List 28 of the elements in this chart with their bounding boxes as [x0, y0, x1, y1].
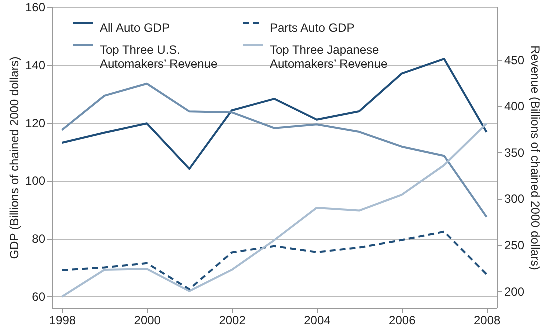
y2-tick-label: 200: [504, 284, 525, 299]
x-tick-label: 2000: [134, 314, 162, 328]
y-tick-label: 60: [32, 290, 46, 304]
legend-label: Top Three Japanese Automakers’ Revenue: [270, 43, 388, 71]
line-series: [61, 122, 488, 298]
legend-label: Parts Auto GDP: [270, 21, 355, 35]
legend-label: All Auto GDP: [100, 21, 170, 35]
x-tick-label: 2002: [219, 314, 246, 328]
line-series: [61, 82, 488, 218]
y2-tick-label: 300: [504, 192, 525, 206]
x-tick-label: 1998: [49, 314, 76, 328]
line-series: [61, 58, 488, 170]
y-tick-label: 160: [25, 0, 46, 14]
y2-tick-label: 350: [504, 146, 525, 160]
y2-tick-label: 450: [504, 53, 525, 68]
y-axis-title: GDP (Billions of chained 2000 dollars): [7, 56, 22, 260]
line-series: [61, 230, 488, 290]
y-tick-label: 140: [25, 58, 46, 72]
y-tick-label: 80: [32, 232, 46, 246]
x-tick-label: 2004: [304, 314, 332, 328]
y-tick-label: 100: [25, 174, 46, 188]
x-tick-label: 2008: [474, 314, 501, 328]
legend-label: Top Three U.S. Automakers’ Revenue: [100, 43, 218, 71]
y2-tick-label: 400: [504, 100, 525, 114]
x-tick-label: 2006: [389, 314, 416, 328]
y-tick-label: 120: [25, 116, 46, 130]
y2-axis-title: Revenue (Billions of chained 2000 dollars): [528, 46, 543, 270]
y2-tick-label: 250: [504, 238, 525, 253]
